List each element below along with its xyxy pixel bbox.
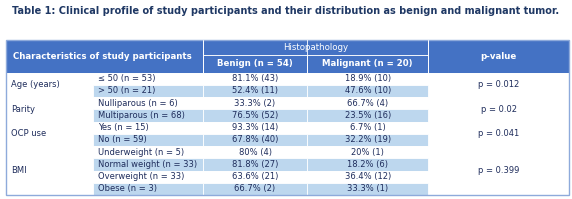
- Text: > 50 (n = 21): > 50 (n = 21): [98, 87, 155, 96]
- Bar: [93, 171, 203, 183]
- Bar: [6, 146, 93, 195]
- Text: Nulliparous (n = 6): Nulliparous (n = 6): [98, 99, 177, 108]
- Bar: [307, 134, 428, 146]
- Bar: [6, 97, 93, 122]
- Bar: [203, 109, 307, 122]
- Text: 33.3% (2): 33.3% (2): [235, 99, 276, 108]
- Text: Age (years): Age (years): [11, 80, 60, 89]
- Bar: [6, 40, 569, 195]
- Text: 23.5% (16): 23.5% (16): [344, 111, 391, 120]
- Bar: [428, 146, 569, 195]
- Text: p = 0.399: p = 0.399: [478, 166, 519, 175]
- Text: 66.7% (4): 66.7% (4): [347, 99, 388, 108]
- Text: 81.1% (43): 81.1% (43): [232, 74, 278, 83]
- Bar: [203, 40, 428, 55]
- Bar: [203, 55, 307, 73]
- Bar: [93, 146, 203, 158]
- Bar: [203, 171, 307, 183]
- Bar: [428, 97, 569, 122]
- Text: 80% (4): 80% (4): [239, 148, 272, 157]
- Bar: [93, 158, 203, 171]
- Bar: [6, 122, 93, 146]
- Bar: [307, 158, 428, 171]
- Text: p = 0.012: p = 0.012: [478, 80, 519, 89]
- Text: Normal weight (n = 33): Normal weight (n = 33): [98, 160, 197, 169]
- Bar: [93, 97, 203, 109]
- Bar: [203, 183, 307, 195]
- Text: 52.4% (11): 52.4% (11): [232, 87, 278, 96]
- Text: 76.5% (52): 76.5% (52): [232, 111, 278, 120]
- Text: 18.2% (6): 18.2% (6): [347, 160, 388, 169]
- Text: p = 0.02: p = 0.02: [480, 105, 517, 114]
- Bar: [307, 85, 428, 97]
- Bar: [6, 73, 93, 97]
- Text: 36.4% (12): 36.4% (12): [344, 172, 391, 181]
- Text: p = 0.041: p = 0.041: [478, 129, 519, 138]
- Bar: [307, 97, 428, 109]
- Text: 63.6% (21): 63.6% (21): [232, 172, 278, 181]
- Bar: [203, 97, 307, 109]
- Text: Benign (n = 54): Benign (n = 54): [217, 59, 293, 68]
- Text: 93.3% (14): 93.3% (14): [232, 123, 278, 132]
- Text: ≤ 50 (n = 53): ≤ 50 (n = 53): [98, 74, 155, 83]
- Bar: [203, 73, 307, 85]
- Text: BMI: BMI: [11, 166, 27, 175]
- Text: 66.7% (2): 66.7% (2): [235, 184, 276, 193]
- Text: Characteristics of study participants: Characteristics of study participants: [13, 52, 191, 61]
- Bar: [203, 85, 307, 97]
- Text: Parity: Parity: [11, 105, 35, 114]
- Text: Yes (n = 15): Yes (n = 15): [98, 123, 148, 132]
- Text: Histopathology: Histopathology: [283, 43, 348, 52]
- Bar: [93, 109, 203, 122]
- Bar: [203, 134, 307, 146]
- Text: 67.8% (40): 67.8% (40): [232, 136, 278, 144]
- Bar: [203, 146, 307, 158]
- Text: 32.2% (19): 32.2% (19): [345, 136, 391, 144]
- Bar: [428, 73, 569, 97]
- Bar: [93, 183, 203, 195]
- Text: Overweight (n = 33): Overweight (n = 33): [98, 172, 184, 181]
- Text: 81.8% (27): 81.8% (27): [232, 160, 278, 169]
- Bar: [203, 122, 307, 134]
- Text: Underweight (n = 5): Underweight (n = 5): [98, 148, 184, 157]
- Text: 6.7% (1): 6.7% (1): [350, 123, 386, 132]
- Bar: [6, 40, 203, 73]
- Text: 20% (1): 20% (1): [351, 148, 384, 157]
- Bar: [307, 122, 428, 134]
- Text: OCP use: OCP use: [11, 129, 47, 138]
- Text: Multiparous (n = 68): Multiparous (n = 68): [98, 111, 185, 120]
- Bar: [428, 40, 569, 73]
- Bar: [307, 183, 428, 195]
- Bar: [93, 73, 203, 85]
- Bar: [307, 146, 428, 158]
- Text: Table 1: Clinical profile of study participants and their distribution as benign: Table 1: Clinical profile of study parti…: [13, 6, 559, 16]
- Text: Malignant (n = 20): Malignant (n = 20): [323, 59, 413, 68]
- Text: 47.6% (10): 47.6% (10): [344, 87, 391, 96]
- Bar: [307, 55, 428, 73]
- Bar: [307, 171, 428, 183]
- Text: 33.3% (1): 33.3% (1): [347, 184, 388, 193]
- Text: 18.9% (10): 18.9% (10): [345, 74, 391, 83]
- Bar: [428, 122, 569, 146]
- Bar: [93, 85, 203, 97]
- Text: Obese (n = 3): Obese (n = 3): [98, 184, 157, 193]
- Bar: [93, 134, 203, 146]
- Bar: [307, 109, 428, 122]
- Text: No (n = 59): No (n = 59): [98, 136, 146, 144]
- Bar: [93, 122, 203, 134]
- Text: p-value: p-value: [480, 52, 517, 61]
- Bar: [203, 158, 307, 171]
- Bar: [307, 73, 428, 85]
